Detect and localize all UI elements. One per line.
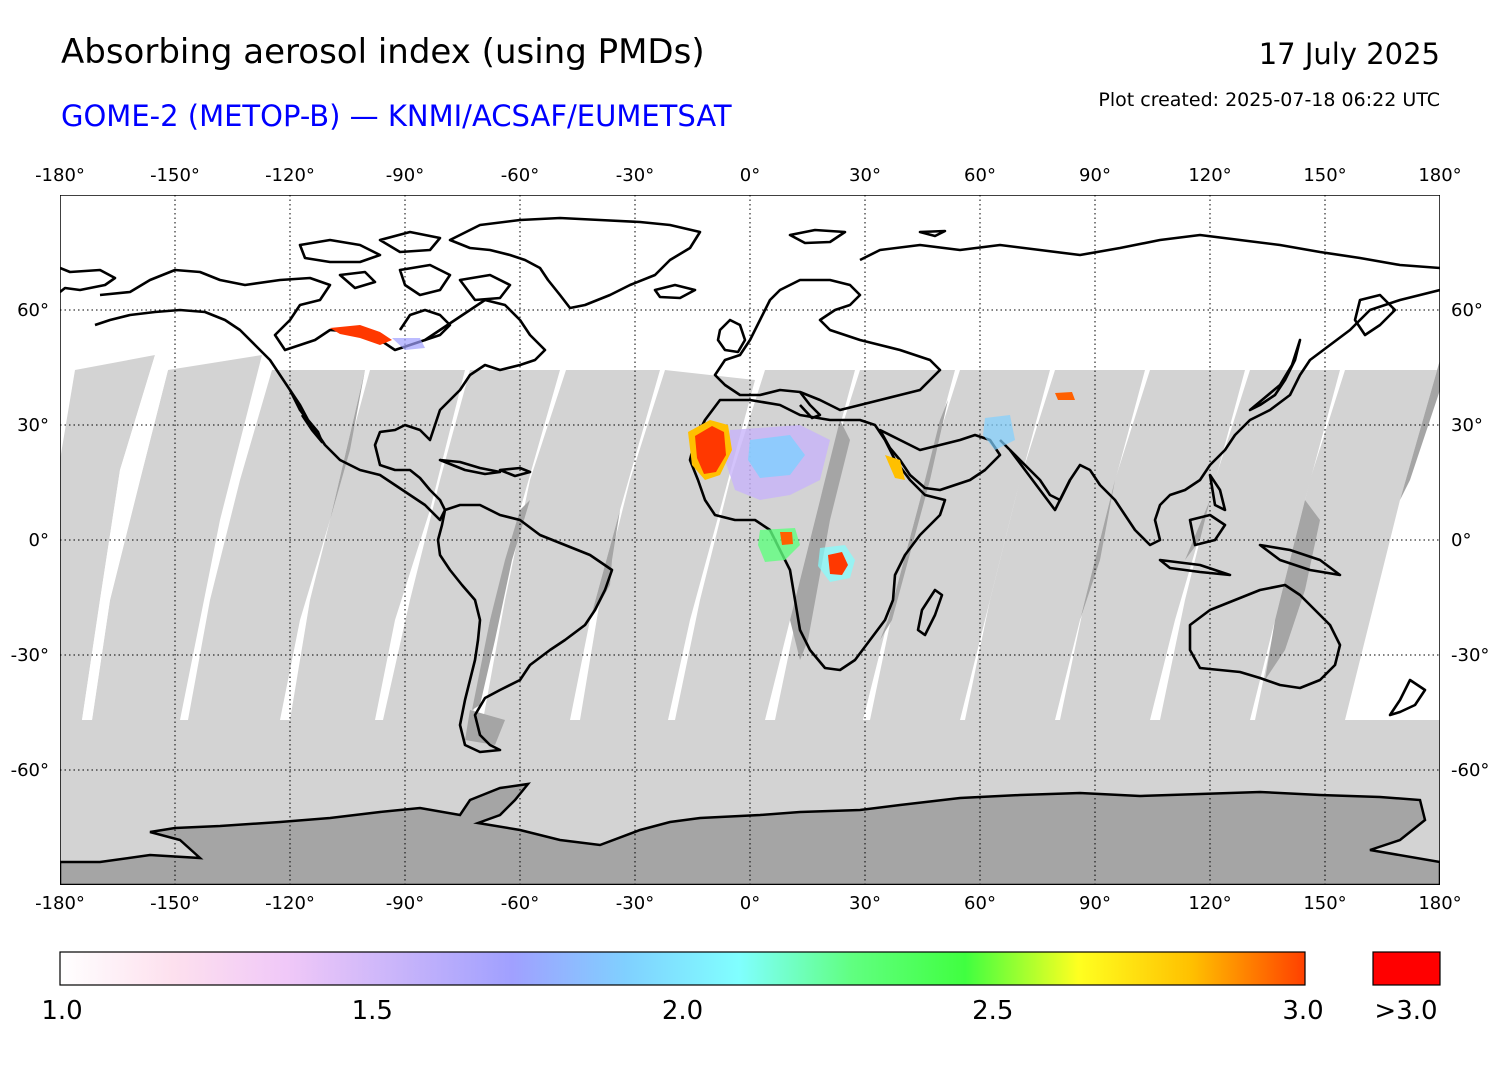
lat-tick-label-right: 60° — [1451, 300, 1483, 321]
lon-tick-label-bottom: 180° — [1418, 893, 1461, 914]
lon-ticks-top: -180° -150° -120° -90° -60° -30° 0° 30° 60° 90° 12… — [35, 165, 1462, 186]
plume-west-sahara — [695, 426, 726, 474]
lon-tick-label-bottom: -120° — [265, 893, 315, 914]
coastlines — [60, 216, 1440, 754]
plume-canada — [330, 325, 392, 345]
colorbar-overflow-box — [1372, 951, 1441, 986]
lon-tick-label-top: -90° — [386, 165, 424, 186]
coast-asia — [859, 233, 1440, 547]
lon-tick-label-top: 60° — [964, 165, 996, 186]
coast-iceland — [653, 283, 697, 300]
coast-greenland — [448, 216, 702, 310]
plume-central-asia — [1055, 392, 1075, 400]
coast-south-america — [436, 503, 614, 754]
coast-svalbard — [788, 228, 947, 245]
lon-tick-label-top: -30° — [616, 165, 654, 186]
lon-tick-label-bottom: -180° — [35, 893, 85, 914]
plume-gulf-guinea-core — [780, 532, 793, 545]
coast-hispaniola — [498, 466, 532, 478]
coast-uk — [716, 318, 747, 354]
coast-africa — [688, 398, 947, 672]
coast-europe — [713, 278, 942, 412]
coast-australia — [1188, 583, 1342, 690]
plume-central-africa — [828, 552, 848, 575]
colorbar-tick-label: 1.0 — [41, 996, 82, 1026]
map-subtitle: GOME-2 (METOP-B) — KNMI/ACSAF/EUMETSAT — [61, 99, 732, 133]
map-area — [60, 195, 1440, 885]
lat-tick-label-left: 60° — [17, 300, 49, 321]
lat-tick-label-left: -30° — [11, 645, 49, 666]
coast-japan — [1248, 338, 1302, 412]
coast-new-zealand — [1388, 678, 1427, 717]
lon-tick-label-bottom: -60° — [501, 893, 539, 914]
lon-tick-label-top: 30° — [849, 165, 881, 186]
lon-tick-label-bottom: -30° — [616, 893, 654, 914]
colorbar-tick-label: 2.5 — [972, 996, 1013, 1026]
plume-canada-halo — [392, 338, 425, 350]
gridlines — [60, 195, 1440, 885]
lat-tick-label-right: 0° — [1451, 530, 1471, 551]
lon-tick-label-top: 150° — [1303, 165, 1346, 186]
lon-ticks-bottom: -180° -150° -120° -90° -60° -30° 0° 30° 60° 90° 12… — [35, 893, 1462, 914]
plume-sahara-mid — [748, 435, 805, 478]
coast-baja — [288, 389, 324, 444]
lon-tick-label-bottom: 120° — [1188, 893, 1231, 914]
coast-se-asia-islands — [1158, 473, 1342, 577]
plume-middle-east — [983, 415, 1015, 450]
colorbar-tick-label: 2.0 — [662, 996, 703, 1026]
lat-tick-label-right: -60° — [1451, 760, 1489, 781]
lon-tick-label-bottom: 90° — [1079, 893, 1111, 914]
lon-tick-label-top: 120° — [1188, 165, 1231, 186]
lat-ticks-right: 60° 30° 0° -30° -60° — [1451, 300, 1489, 781]
lon-tick-label-bottom: 30° — [849, 893, 881, 914]
colorbar-tick-label: 3.0 — [1282, 996, 1323, 1026]
plume-red-sea — [885, 455, 905, 480]
coast-hudson-bay — [398, 308, 452, 342]
lon-tick-label-top: -180° — [35, 165, 85, 186]
lon-tick-label-bottom: 60° — [964, 893, 996, 914]
coast-arctic-islands — [298, 230, 512, 302]
colorbar: 1.0 1.5 2.0 2.5 3.0 >3.0 — [41, 951, 1441, 1026]
lat-tick-label-left: -60° — [11, 760, 49, 781]
aerosol-plumes — [330, 325, 1075, 582]
lon-tick-label-bottom: -90° — [386, 893, 424, 914]
coast-india — [1008, 449, 1072, 512]
coast-italy — [798, 391, 822, 420]
lon-tick-label-bottom: 150° — [1303, 893, 1346, 914]
lon-tick-label-bottom: -150° — [150, 893, 200, 914]
lat-tick-label-left: 30° — [17, 415, 49, 436]
map-title: Absorbing aerosol index (using PMDs) — [61, 32, 705, 72]
colorbar-overflow-label: >3.0 — [1374, 996, 1437, 1026]
lon-tick-label-bottom: 0° — [740, 893, 760, 914]
lon-tick-label-top: 180° — [1418, 165, 1461, 186]
lon-tick-label-top: -120° — [265, 165, 315, 186]
colorbar-gradient — [59, 951, 1306, 986]
lon-tick-label-top: 90° — [1079, 165, 1111, 186]
lat-tick-label-left: 0° — [29, 530, 49, 551]
lat-tick-label-right: 30° — [1451, 415, 1483, 436]
coast-arabia — [878, 428, 1002, 492]
colorbar-tick-label: 1.5 — [352, 996, 393, 1026]
lon-tick-label-top: -60° — [501, 165, 539, 186]
lat-tick-label-right: -30° — [1451, 645, 1489, 666]
lon-tick-label-top: 0° — [740, 165, 760, 186]
coast-madagascar — [916, 588, 944, 637]
coast-cuba — [438, 458, 502, 476]
coast-kamchatka — [1353, 293, 1397, 337]
map-date: 17 July 2025 — [1258, 37, 1440, 71]
lon-tick-label-top: -150° — [150, 165, 200, 186]
data-swaths — [82, 355, 168, 720]
lat-ticks-left: 60° 30° 0° -30° -60° — [11, 300, 49, 781]
plot-created-timestamp: Plot created: 2025-07-18 06:22 UTC — [1098, 89, 1440, 111]
